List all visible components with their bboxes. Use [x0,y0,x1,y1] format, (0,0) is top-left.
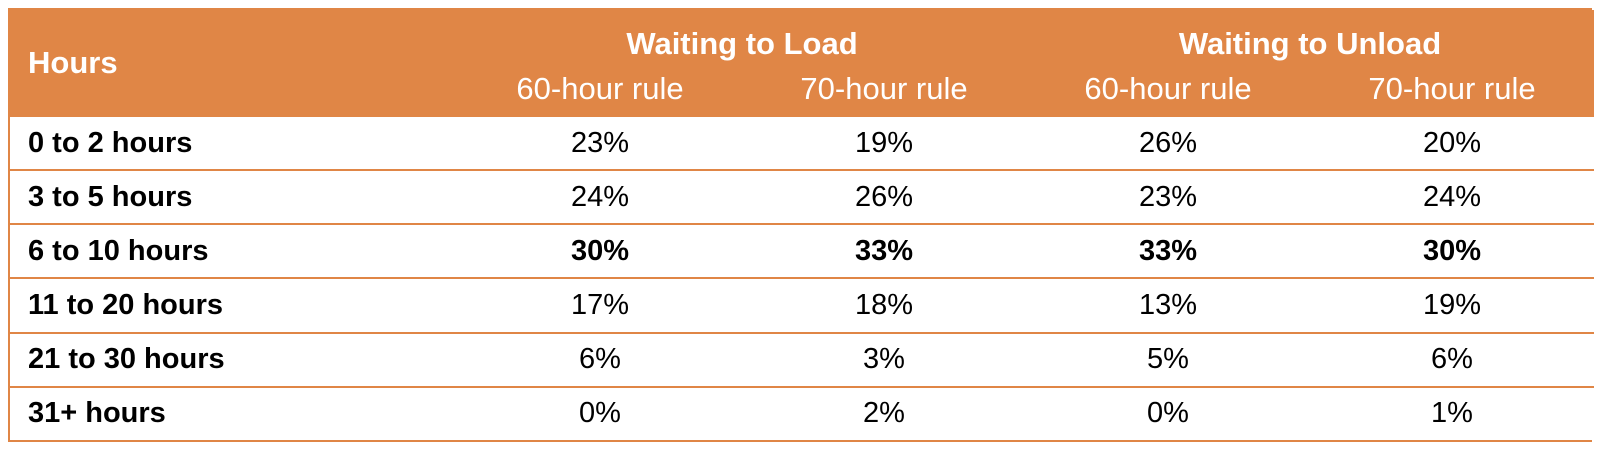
table-cell: 20% [1310,114,1594,171]
table-cell: 30% [1310,223,1594,279]
header-sub-row: 60-hour rule 70-hour rule 60-hour rule 7… [10,62,1594,116]
table-cell: 3% [742,331,1026,387]
row-label: 31+ hours [10,385,458,440]
column-header-load-70-hour: 70-hour rule [742,62,1026,116]
group-header-waiting-to-unload: Waiting to Unload [1026,10,1594,62]
row-label: 11 to 20 hours [10,277,458,333]
table-cell: 0% [458,385,742,440]
column-header-unload-70-hour: 70-hour rule [1310,62,1594,116]
waiting-time-table: Hours Waiting to Load Waiting to Unload … [8,8,1594,442]
table-row: 11 to 20 hours 17% 18% 13% 19% [10,277,1594,333]
table-cell: 2% [742,385,1026,440]
table-cell: 18% [742,277,1026,333]
table-row: 31+ hours 0% 2% 0% 1% [10,385,1594,440]
table-cell: 24% [1310,169,1594,225]
table-cell: 26% [1026,114,1310,171]
header-group-row: Hours Waiting to Load Waiting to Unload [10,10,1594,116]
table-cell: 24% [458,169,742,225]
table-cell: 19% [742,114,1026,171]
row-label: 6 to 10 hours [10,223,458,279]
table-body: 0 to 2 hours 23% 19% 26% 20% 3 to 5 hour… [10,114,1594,440]
row-label: 3 to 5 hours [10,169,458,225]
table-cell: 6% [1310,331,1594,387]
column-header-unload-60-hour: 60-hour rule [1026,62,1310,116]
row-label: 0 to 2 hours [10,114,458,171]
table-cell: 0% [1026,385,1310,440]
table-cell: 33% [742,223,1026,279]
table-cell: 19% [1310,277,1594,333]
table-cell: 33% [1026,223,1310,279]
table-row: 3 to 5 hours 24% 26% 23% 24% [10,169,1594,225]
column-header-load-60-hour: 60-hour rule [458,62,742,116]
table-cell: 30% [458,223,742,279]
table-cell: 23% [1026,169,1310,225]
table-cell: 13% [1026,277,1310,333]
table-cell: 1% [1310,385,1594,440]
data-table: Hours Waiting to Load Waiting to Unload … [10,10,1594,440]
group-header-waiting-to-load: Waiting to Load [458,10,1026,62]
table-row: 21 to 30 hours 6% 3% 5% 6% [10,331,1594,387]
table-cell: 17% [458,277,742,333]
hours-column-header: Hours [10,10,458,116]
table-cell: 23% [458,114,742,171]
table-cell: 5% [1026,331,1310,387]
table-row: 0 to 2 hours 23% 19% 26% 20% [10,114,1594,171]
table-row-emphasized: 6 to 10 hours 30% 33% 33% 30% [10,223,1594,279]
table-cell: 26% [742,169,1026,225]
row-label: 21 to 30 hours [10,331,458,387]
table-cell: 6% [458,331,742,387]
